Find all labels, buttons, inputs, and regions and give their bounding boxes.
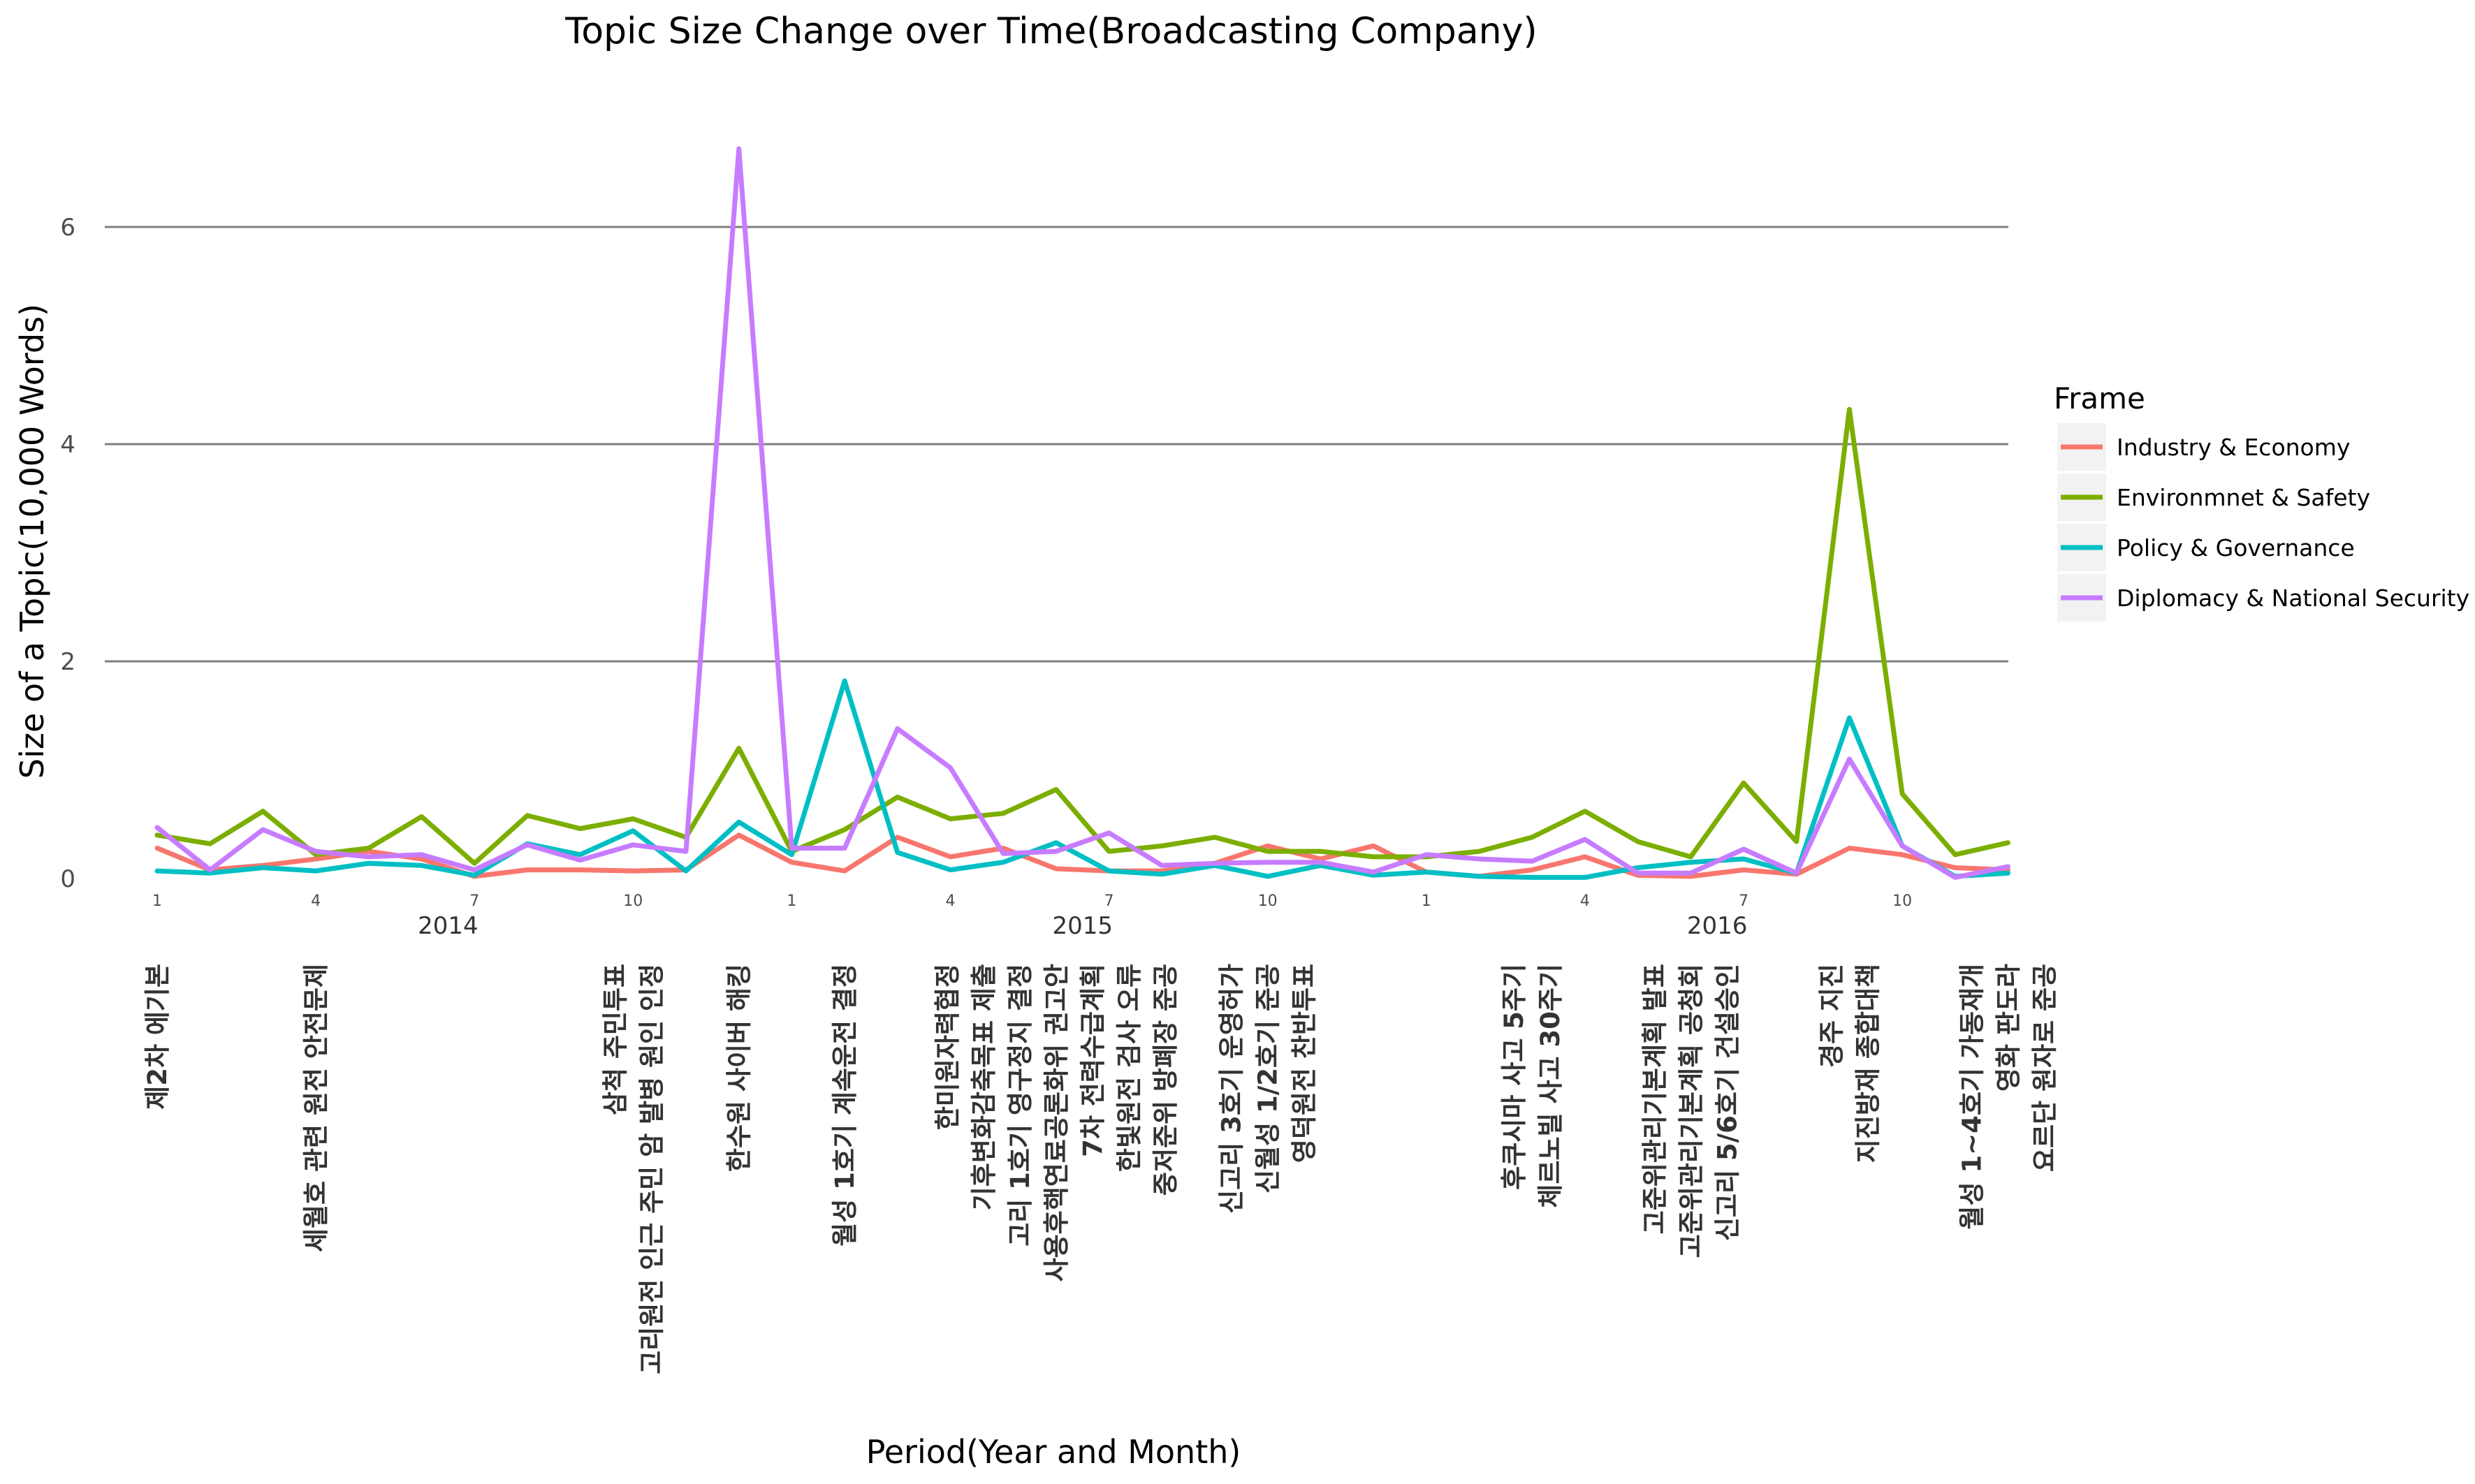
x-tick-label: 1: [787, 892, 796, 910]
event-annotations: 제2차 에기본 세월호 관련 원전 안전문제 삼척 주민투표 고리원전 인근 주민 암…: [143, 964, 2060, 1374]
event-label: 7차 전력수급계획: [1078, 964, 1108, 1157]
event-label: 삼척 주민투표: [600, 964, 630, 1115]
x-tick-label: 4: [311, 892, 321, 910]
y-axis-title: Size of a Topic(10,000 Words): [13, 304, 51, 779]
event-label: 제2차 에기본: [143, 964, 173, 1110]
y-tick-label: 6: [60, 214, 75, 242]
x-tick-label: 1: [1422, 892, 1431, 910]
x-tick-label: 10: [1892, 892, 1912, 910]
legend-label: Industry & Economy: [2117, 434, 2350, 461]
x-tick-label: 4: [946, 892, 956, 910]
year-label: 2016: [1687, 912, 1748, 940]
x-axis-title: Period(Year and Month): [866, 1433, 1241, 1471]
x-tick-label: 7: [469, 892, 479, 910]
event-label: 지진방재 종합대책: [1853, 964, 1883, 1163]
x-tick-label: 4: [1580, 892, 1590, 910]
event-label: 고리 1호기 영구정지 결정: [1005, 964, 1035, 1247]
year-label: 2014: [418, 912, 479, 940]
event-label: 세월호 관련 원전 안전문제: [301, 964, 331, 1252]
x-tick-label: 7: [1739, 892, 1748, 910]
event-label: 영화 판도라: [1994, 964, 2024, 1092]
event-label: 한빛원전 검사 오류: [1114, 964, 1144, 1172]
legend-title: Frame: [2054, 381, 2145, 416]
event-label: 월성 1호기 계속운전 결정: [830, 964, 860, 1247]
series-line: [154, 146, 2010, 880]
event-label: 신고리 3호기 운영허가: [1217, 964, 1247, 1214]
event-label: 요르단 원자로 준공: [2030, 964, 2060, 1172]
x-tick-label: 10: [623, 892, 643, 910]
event-label: 한미원자력협정: [933, 964, 963, 1130]
event-label: 중저준위 방폐장 준공: [1151, 964, 1181, 1196]
y-tick-label: 4: [60, 431, 75, 459]
y-axis-ticks: 0 2 4 6: [60, 214, 75, 893]
event-label: 영덕원전 찬반투표: [1290, 964, 1320, 1163]
event-label: 체르노빌 사고 30주기: [1535, 964, 1565, 1208]
event-label: 후쿠시마 사고 5주기: [1499, 964, 1529, 1190]
event-label: 월성 1~4호기 가동재개: [1957, 964, 1987, 1230]
series-line: [154, 678, 2010, 880]
event-label: 고준위관리기본계획 발표: [1640, 964, 1670, 1234]
legend-label: Diplomacy & National Security: [2117, 585, 2469, 612]
event-label: 한수원 사이버 해킹: [724, 964, 754, 1172]
y-tick-label: 0: [60, 865, 75, 893]
event-label: 고리원전 인근 주민 암 발병 원인 인정: [636, 964, 666, 1374]
x-tick-label: 1: [152, 892, 162, 910]
x-tick-label: 7: [1104, 892, 1114, 910]
event-label: 신고리 5/6호기 건설승인: [1712, 964, 1742, 1241]
year-label: 2015: [1052, 912, 1113, 940]
series-lines: [154, 146, 2010, 880]
legend-label: Environmnet & Safety: [2117, 484, 2370, 511]
legend: Frame Industry & Economy Environmnet & Sa…: [2054, 381, 2469, 622]
series-line: [154, 406, 2010, 866]
event-label: 사용후핵연료공론화위 권고안: [1042, 964, 1072, 1281]
event-label: 기후변화감축목표 제출: [969, 964, 999, 1210]
event-label: 고준위관리기본계획 공청회: [1676, 964, 1706, 1258]
event-label: 신월성 1/2호기 준공: [1253, 964, 1283, 1193]
x-axis-ticks: 1 4 7 10 1 4 7 10 1 4 7 10 2014 2015 2016: [152, 892, 1912, 940]
x-tick-label: 10: [1258, 892, 1278, 910]
grid: [105, 226, 2008, 663]
chart-title: Topic Size Change over Time(Broadcasting…: [564, 10, 1537, 52]
y-tick-label: 2: [60, 648, 75, 676]
legend-label: Policy & Governance: [2117, 534, 2355, 561]
event-label: 경주 지진: [1816, 964, 1846, 1068]
